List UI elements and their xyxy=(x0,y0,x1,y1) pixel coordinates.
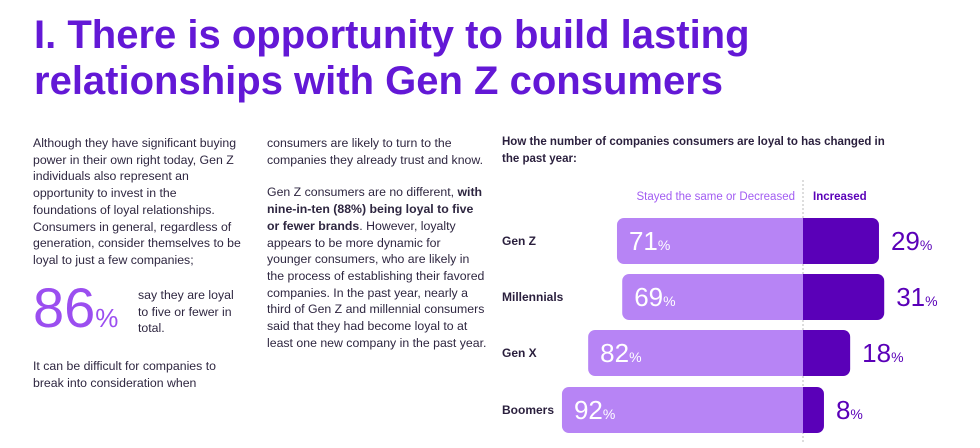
bar-increased-edge xyxy=(803,218,811,264)
legend-increased: Increased xyxy=(813,191,867,203)
bar-increased xyxy=(803,330,851,376)
bar-increased xyxy=(803,274,885,320)
stat-value: 86 xyxy=(33,276,96,339)
page-title: I. There is opportunity to build lasting… xyxy=(34,13,750,103)
bar-decreased xyxy=(616,218,811,264)
stat-unit: % xyxy=(95,303,119,333)
value-label-increased: 29% xyxy=(891,226,932,256)
body-paragraph-3: consumers are likely to turn to the comp… xyxy=(267,136,483,167)
bar-increased-edge xyxy=(803,274,811,320)
legend-decreased: Stayed the same or Decreased xyxy=(636,191,795,203)
body-paragraph-4: Gen Z consumers are no different, with n… xyxy=(267,184,487,351)
bar-decreased xyxy=(622,274,811,320)
bar-decreased xyxy=(561,387,811,433)
bar-increased-edge xyxy=(803,330,811,376)
body-paragraph-1: Although they have significant buying po… xyxy=(33,136,241,267)
category-label: Gen Z xyxy=(502,234,536,248)
chart-title: How the number of companies consumers ar… xyxy=(502,136,885,165)
text-span: Gen Z consumers are no different, xyxy=(267,185,458,200)
category-label: Millennials xyxy=(502,290,564,304)
category-label: Gen X xyxy=(502,346,537,360)
body-column-2: consumers are likely to turn to the comp… xyxy=(267,135,487,351)
body-paragraph-2: It can be difficult for companies to bre… xyxy=(33,359,216,390)
value-label-increased: 18% xyxy=(862,338,903,368)
bold-highlight: with nine-in-ten (88%) being loyal to fi… xyxy=(267,185,483,233)
bar-increased-edge xyxy=(803,387,811,433)
bar-decreased xyxy=(588,330,811,376)
stat-86-percent: 86% xyxy=(33,278,118,348)
text-span: . However, loyalty appears to be more dy… xyxy=(267,218,487,350)
bar-increased xyxy=(803,218,879,264)
value-label-increased: 8% xyxy=(836,395,863,425)
category-label: Boomers xyxy=(502,403,554,417)
value-label-increased: 31% xyxy=(896,282,937,312)
stat-caption: say they are loyal to five or fewer in t… xyxy=(138,288,234,336)
